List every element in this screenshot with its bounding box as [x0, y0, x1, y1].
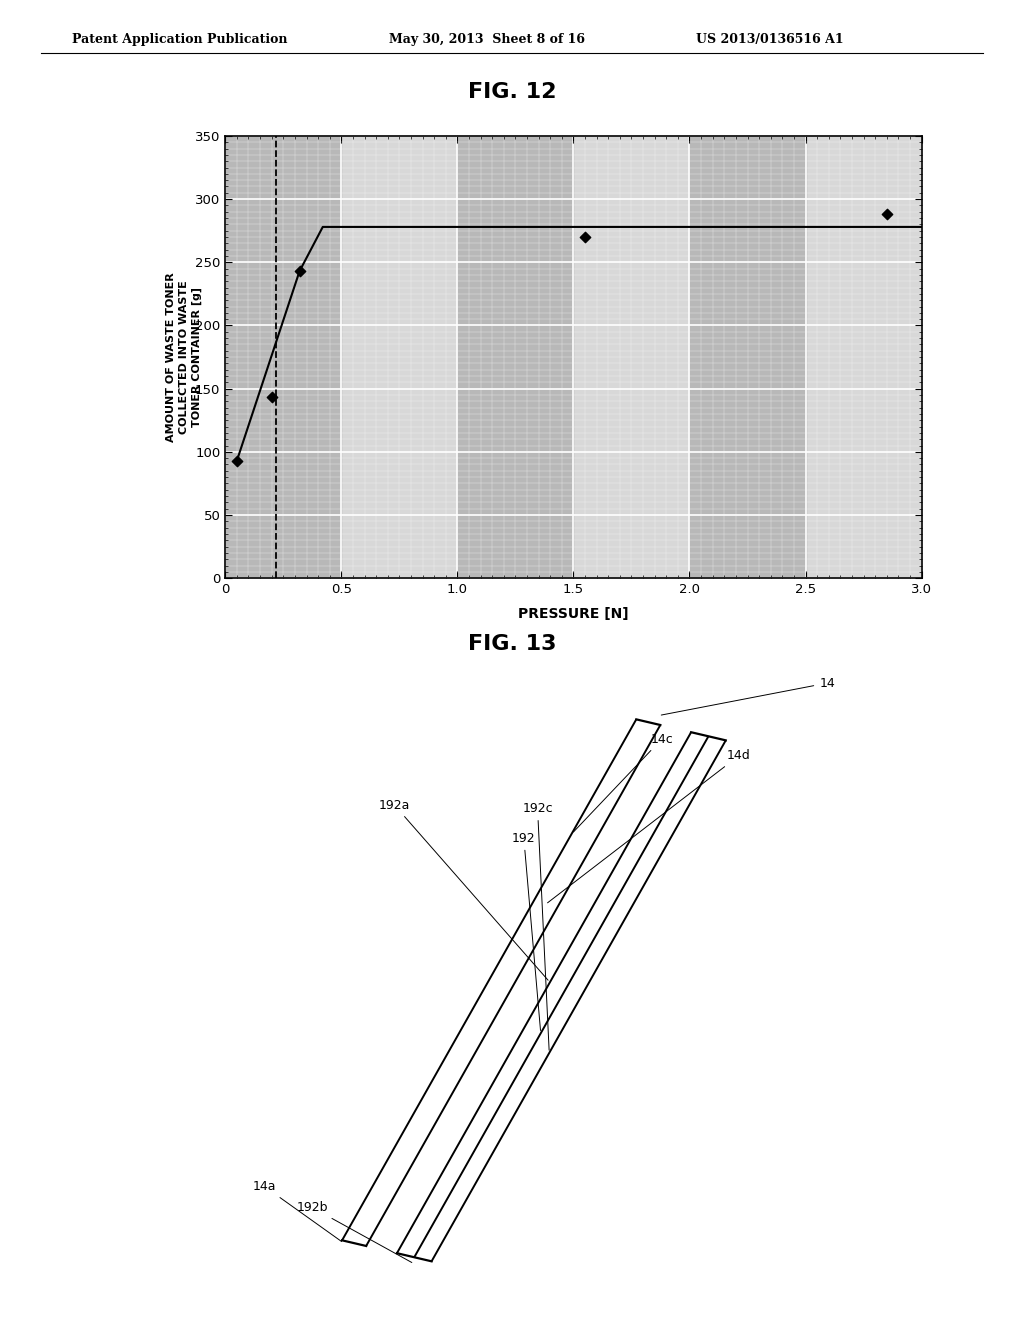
- Bar: [458, 136, 573, 578]
- Point: [263, 387, 280, 408]
- Text: 14d: 14d: [548, 750, 751, 903]
- X-axis label: PRESSURE [N]: PRESSURE [N]: [518, 607, 629, 622]
- Bar: [225, 136, 341, 578]
- Text: 192a: 192a: [379, 799, 548, 981]
- Text: 192: 192: [512, 832, 541, 1031]
- Text: May 30, 2013  Sheet 8 of 16: May 30, 2013 Sheet 8 of 16: [389, 33, 585, 46]
- Text: 14a: 14a: [253, 1180, 342, 1242]
- Text: US 2013/0136516 A1: US 2013/0136516 A1: [696, 33, 844, 46]
- Text: Patent Application Publication: Patent Application Publication: [72, 33, 287, 46]
- Bar: [689, 136, 806, 578]
- Text: 14c: 14c: [573, 733, 673, 832]
- Text: 192c: 192c: [522, 803, 553, 1051]
- Point: [228, 450, 245, 471]
- Y-axis label: AMOUNT OF WASTE TONER
COLLECTED INTO WASTE
TONER CONTAINER [g]: AMOUNT OF WASTE TONER COLLECTED INTO WAS…: [166, 272, 203, 442]
- Text: FIG. 12: FIG. 12: [468, 82, 556, 102]
- Point: [577, 227, 593, 248]
- Text: 192b: 192b: [297, 1201, 412, 1262]
- Point: [879, 203, 895, 224]
- Point: [292, 260, 308, 281]
- Text: FIG. 13: FIG. 13: [468, 634, 556, 653]
- Text: 14: 14: [662, 677, 835, 715]
